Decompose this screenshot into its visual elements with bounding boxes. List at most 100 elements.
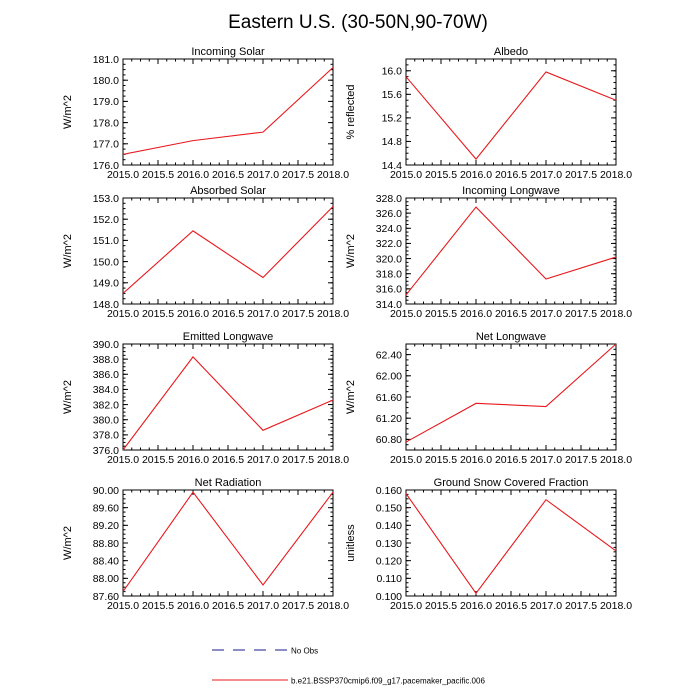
x-tick-label: 2017.0 <box>247 169 279 181</box>
y-tick-label: 380.0 <box>93 415 119 427</box>
plot-frame <box>405 197 617 305</box>
x-tick-label: 2017.0 <box>530 454 562 466</box>
y-tick-label: 62.40 <box>376 349 402 361</box>
x-tick-label: 2015.5 <box>425 169 457 181</box>
x-tick-label: 2017.0 <box>247 600 279 612</box>
x-tick-label: 2015.5 <box>425 308 457 320</box>
y-tick-label: 382.0 <box>93 399 119 411</box>
y-tick-label: 88.40 <box>93 555 119 567</box>
x-tick-label: 2017.5 <box>282 600 314 612</box>
x-tick-label: 2015.5 <box>142 169 174 181</box>
y-tick-label: 324.0 <box>376 223 402 235</box>
y-tick-label: 316.0 <box>376 284 402 296</box>
y-axis-label: W/m^2 <box>62 234 74 268</box>
x-tick-label: 2017.5 <box>282 308 314 320</box>
y-tick-label: 150.0 <box>93 256 119 268</box>
panel-title: Absorbed Solar <box>190 185 266 197</box>
panel-title: Net Radiation <box>195 477 262 489</box>
y-tick-label: 177.0 <box>93 139 119 151</box>
x-tick-label: 2017.5 <box>282 454 314 466</box>
y-tick-label: 149.0 <box>93 278 119 290</box>
panel-title: Emitted Longwave <box>183 331 274 343</box>
y-tick-label: 14.4 <box>382 160 403 172</box>
y-tick-label: 89.20 <box>93 520 119 532</box>
x-tick-label: 2016.0 <box>460 600 492 612</box>
x-tick-label: 2018.0 <box>600 308 632 320</box>
y-tick-label: 88.00 <box>93 573 119 585</box>
y-tick-label: 0.120 <box>376 555 402 567</box>
y-tick-label: 60.80 <box>376 434 402 446</box>
y-tick-label: 178.0 <box>93 117 119 129</box>
panel-title: Incoming Solar <box>191 46 265 58</box>
x-tick-label: 2016.5 <box>495 169 527 181</box>
series-line <box>122 206 334 294</box>
x-tick-label: 2016.5 <box>212 600 244 612</box>
x-tick-label: 2018.0 <box>317 454 349 466</box>
series-line <box>405 71 617 160</box>
y-tick-label: 179.0 <box>93 96 119 108</box>
y-tick-label: 151.0 <box>93 235 119 247</box>
panel-1: Albedo % reflected 2015.0 2015.5 2016.0 2016.… <box>345 46 632 181</box>
y-tick-label: 16.0 <box>382 66 403 78</box>
x-tick-label: 2015.0 <box>107 169 139 181</box>
y-tick-label: 378.0 <box>93 430 119 442</box>
legend: No Obs b.e21.BSSP370cmip6.f09_g17.pacemak… <box>212 647 485 686</box>
x-tick-label: 2015.0 <box>390 600 422 612</box>
y-tick-label: 15.2 <box>382 113 403 125</box>
x-tick-label: 2015.5 <box>142 600 174 612</box>
x-tick-label: 2017.0 <box>530 308 562 320</box>
series-line <box>405 206 617 296</box>
figure-title: Eastern U.S. (30-50N,90-70W) <box>228 12 488 33</box>
y-tick-label: 181.0 <box>93 54 119 66</box>
y-tick-label: 376.0 <box>93 445 119 457</box>
x-tick-label: 2016.0 <box>460 169 492 181</box>
series-line <box>122 356 334 451</box>
x-tick-label: 2016.0 <box>177 308 209 320</box>
legend-label: b.e21.BSSP370cmip6.f09_g17.pacemaker_pac… <box>291 677 485 686</box>
x-tick-label: 2016.0 <box>177 600 209 612</box>
y-tick-label: 14.8 <box>382 136 403 148</box>
y-tick-label: 148.0 <box>93 299 119 311</box>
panel-title: Incoming Longwave <box>462 185 560 197</box>
y-tick-label: 152.0 <box>93 214 119 226</box>
x-tick-label: 2016.5 <box>212 308 244 320</box>
y-tick-label: 0.140 <box>376 520 402 532</box>
x-tick-label: 2018.0 <box>317 600 349 612</box>
series-line <box>405 493 617 595</box>
legend-label: No Obs <box>291 647 318 656</box>
y-tick-label: 61.60 <box>376 392 402 404</box>
x-tick-label: 2015.5 <box>142 454 174 466</box>
x-tick-label: 2018.0 <box>600 600 632 612</box>
y-axis-label: W/m^2 <box>62 380 74 414</box>
plot-frame <box>405 489 617 597</box>
y-tick-label: 88.80 <box>93 538 119 550</box>
plot-frame <box>405 343 617 451</box>
y-tick-label: 0.160 <box>376 485 402 497</box>
x-tick-label: 2016.5 <box>212 454 244 466</box>
y-tick-label: 90.00 <box>93 485 119 497</box>
x-tick-label: 2016.5 <box>212 169 244 181</box>
panel-title: Net Longwave <box>476 331 546 343</box>
y-tick-label: 0.130 <box>376 538 402 550</box>
y-tick-label: 176.0 <box>93 160 119 172</box>
x-tick-label: 2015.5 <box>142 308 174 320</box>
y-tick-label: 322.0 <box>376 238 402 250</box>
x-tick-label: 2018.0 <box>600 169 632 181</box>
series-line <box>405 343 617 443</box>
x-tick-label: 2015.0 <box>107 308 139 320</box>
x-tick-label: 2018.0 <box>600 454 632 466</box>
y-tick-label: 320.0 <box>376 253 402 265</box>
x-tick-label: 2017.0 <box>530 600 562 612</box>
series-line <box>122 491 334 592</box>
y-tick-label: 388.0 <box>93 354 119 366</box>
x-tick-label: 2017.5 <box>282 169 314 181</box>
panel-6: Net Radiation W/m^2 2015.0 2015.5 2016.0 2016… <box>62 477 349 612</box>
x-tick-label: 2015.0 <box>107 454 139 466</box>
x-tick-label: 2015.0 <box>390 454 422 466</box>
panel-7: Ground Snow Covered Fraction unitless 2015… <box>345 477 632 612</box>
x-tick-label: 2017.5 <box>565 169 597 181</box>
y-tick-label: 15.6 <box>382 89 403 101</box>
